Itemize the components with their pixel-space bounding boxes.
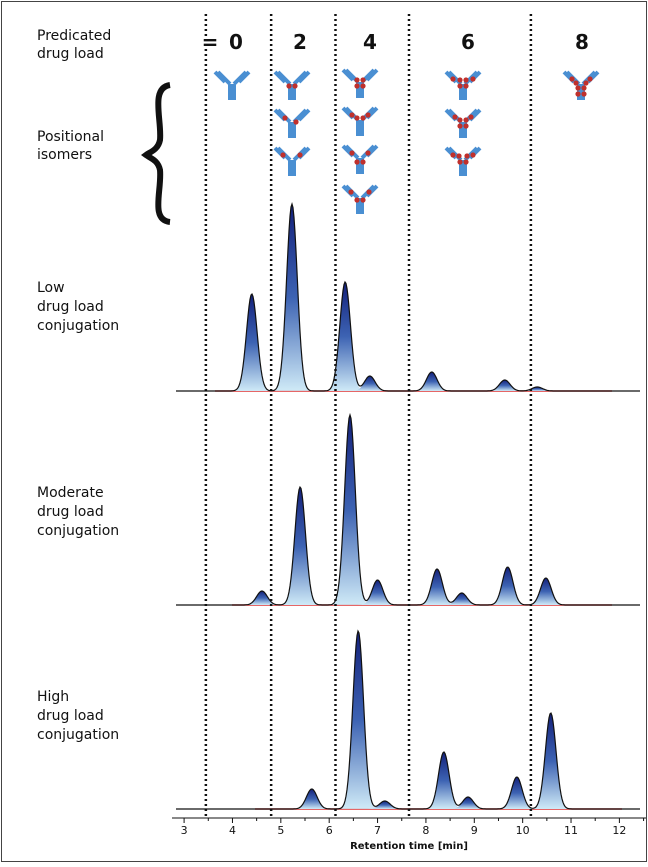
x-tick-label: 12 <box>612 824 626 837</box>
brace <box>140 82 171 225</box>
load-label: 2 <box>293 30 307 54</box>
peak <box>336 631 380 809</box>
trace-label: drug load <box>37 299 104 315</box>
trace-label: Moderate <box>37 485 104 501</box>
peak <box>328 415 372 605</box>
peak <box>230 294 274 391</box>
peak <box>270 204 314 391</box>
x-tick-label: 11 <box>564 824 578 837</box>
x-tick-label: 4 <box>229 824 236 837</box>
peak <box>363 801 407 809</box>
peak <box>446 797 490 809</box>
load-label: 0 <box>229 30 243 54</box>
trace-label: drug load <box>37 504 104 520</box>
x-tick-label: 5 <box>277 824 284 837</box>
peak <box>486 567 529 605</box>
load-label: = <box>202 30 219 54</box>
peak <box>483 380 526 391</box>
load-label: 8 <box>575 30 589 54</box>
x-tick-label: 10 <box>516 824 530 837</box>
peak <box>348 376 392 391</box>
peak <box>529 713 572 809</box>
header-label: drug load <box>37 46 104 62</box>
peak <box>240 591 284 605</box>
peak <box>323 282 367 391</box>
trace-label: High <box>37 689 69 705</box>
peak <box>524 578 568 605</box>
antibody-icons <box>213 68 600 216</box>
isomer-label: isomers <box>37 147 92 163</box>
trace <box>176 201 640 392</box>
load-label: 4 <box>363 30 377 54</box>
peak <box>410 372 453 391</box>
trace-label: conjugation <box>37 523 119 539</box>
x-tick-label: 3 <box>181 824 188 837</box>
trace-label: conjugation <box>37 727 119 743</box>
peak <box>422 752 466 809</box>
peak <box>290 789 334 809</box>
trace-label: Low <box>37 280 65 296</box>
isomer-label: Positional <box>37 129 104 145</box>
peak <box>440 593 483 605</box>
load-label: 6 <box>461 30 475 54</box>
x-tick-label: 7 <box>374 824 381 837</box>
integration-baselines <box>215 390 622 810</box>
x-axis-label: Retention time [min] <box>350 841 468 852</box>
trace-label: conjugation <box>37 318 119 334</box>
peak <box>356 580 399 605</box>
peak <box>278 487 322 605</box>
x-tick-label: 9 <box>471 824 478 837</box>
peak <box>415 569 459 605</box>
x-tick-label: 6 <box>326 824 333 837</box>
x-tick-label: 8 <box>422 824 429 837</box>
header-label: Predicated <box>37 28 111 44</box>
trace-label: drug load <box>37 708 104 724</box>
peak <box>495 777 539 809</box>
peak <box>515 387 559 391</box>
